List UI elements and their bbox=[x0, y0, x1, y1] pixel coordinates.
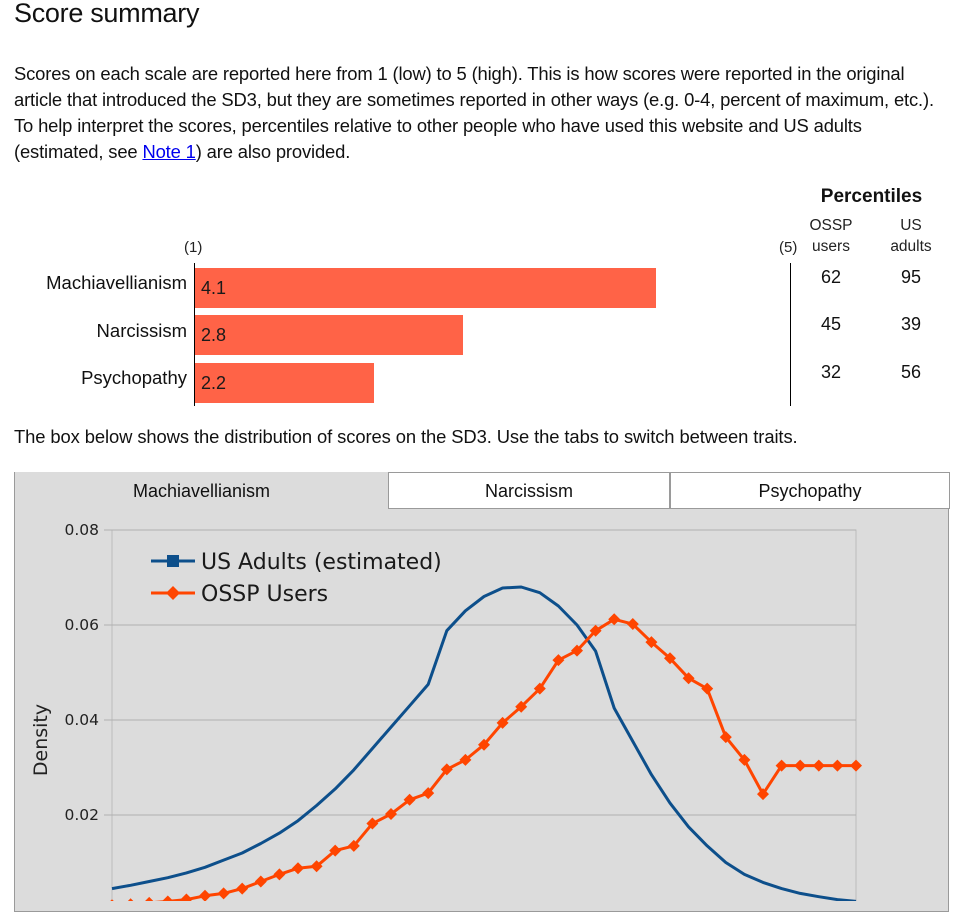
chart-legend: US Adults (estimated) OSSP Users bbox=[151, 550, 442, 607]
scale-min-label: (1) bbox=[184, 239, 203, 256]
legend-label-ossp-users: OSSP Users bbox=[201, 582, 328, 607]
ossp-data-point bbox=[347, 839, 360, 852]
ossp-data-point bbox=[664, 652, 676, 665]
ossp-data-point bbox=[236, 882, 249, 895]
us-percentile-machiavellianism: 95 bbox=[900, 267, 922, 287]
us-adults-column-header: US adults bbox=[890, 217, 932, 255]
y-axis-label: Density bbox=[30, 704, 52, 776]
intro-text: Scores on each scale are reported here f… bbox=[14, 63, 934, 162]
ossp-percentile-narcissism: 45 bbox=[820, 314, 842, 334]
ossp-data-point bbox=[831, 759, 844, 772]
trait-label-machiavellianism: Machiavellianism bbox=[46, 272, 187, 293]
us-percentile-narcissism: 39 bbox=[900, 314, 922, 334]
tab-narcissism[interactable]: Narcissism bbox=[388, 472, 670, 509]
score-bar-narcissism: 2.8 bbox=[195, 315, 463, 355]
y-tick-label: 0.06 bbox=[64, 616, 99, 634]
ossp-data-point bbox=[127, 898, 134, 901]
ossp-users-column-header: OSSP users bbox=[809, 217, 853, 255]
score-value-psychopathy: 2.2 bbox=[201, 373, 227, 393]
ossp-data-point bbox=[217, 887, 230, 900]
ossp-data-point bbox=[515, 700, 528, 713]
score-axis-left bbox=[194, 263, 195, 406]
distribution-intro: The box below shows the distribution of … bbox=[14, 426, 798, 447]
percentiles-title: Percentiles bbox=[820, 186, 923, 207]
ossp-data-point bbox=[794, 759, 807, 772]
us-percentile-psychopathy: 56 bbox=[900, 362, 922, 382]
ossp-data-point bbox=[719, 731, 732, 744]
ossp-data-point bbox=[701, 682, 714, 695]
tab-machiavellianism[interactable]: Machiavellianism bbox=[15, 472, 388, 509]
score-axis-right bbox=[790, 263, 791, 406]
ossp-data-point bbox=[273, 868, 286, 881]
ossp-data-point bbox=[738, 753, 751, 766]
ossp-data-point bbox=[180, 893, 193, 901]
page-title: Score summary bbox=[14, 0, 200, 28]
series-line-us-adults bbox=[111, 585, 857, 901]
y-tick-label: 0.08 bbox=[64, 521, 99, 539]
score-value-machiavellianism: 4.1 bbox=[201, 278, 227, 298]
note-1-link[interactable]: Note 1 bbox=[142, 141, 196, 162]
ossp-data-point bbox=[775, 759, 788, 772]
ossp-data-point bbox=[682, 672, 695, 685]
trait-label-narcissism: Narcissism bbox=[96, 320, 187, 341]
plot-area bbox=[111, 529, 857, 901]
legend-marker-ossp-users bbox=[166, 586, 180, 600]
tab-psychopathy[interactable]: Psychopathy bbox=[670, 472, 950, 509]
legend-marker-us-adults bbox=[167, 555, 179, 567]
ossp-data-point bbox=[589, 624, 602, 637]
ossp-data-point bbox=[385, 808, 397, 821]
ossp-data-point bbox=[459, 753, 472, 766]
scale-max-label: (5) bbox=[779, 239, 798, 256]
ossp-data-point bbox=[812, 759, 825, 772]
grid-lines bbox=[104, 529, 856, 816]
ossp-data-point bbox=[850, 759, 862, 772]
ossp-data-point bbox=[292, 862, 304, 875]
score-value-narcissism: 2.8 bbox=[201, 325, 227, 345]
ossp-data-point bbox=[552, 654, 565, 667]
ossp-percentile-psychopathy: 32 bbox=[820, 362, 842, 382]
ossp-data-point bbox=[310, 860, 323, 873]
intro-paragraph: Scores on each scale are reported here f… bbox=[14, 61, 950, 165]
ossp-data-point bbox=[608, 613, 621, 626]
ossp-data-point bbox=[366, 817, 379, 830]
density-chart: 0.02 0.04 0.06 0.08 Density US Adults (esti… bbox=[30, 521, 862, 901]
ossp-data-point bbox=[626, 618, 639, 631]
ossp-data-point bbox=[199, 889, 211, 901]
intro-text-end: ) are also provided. bbox=[195, 141, 351, 162]
ossp-data-point bbox=[757, 788, 769, 801]
ossp-data-point bbox=[329, 844, 342, 857]
ossp-data-point bbox=[478, 738, 490, 751]
ossp-data-point bbox=[533, 682, 546, 695]
ossp-data-point bbox=[571, 644, 583, 657]
ossp-data-point bbox=[496, 716, 509, 729]
y-tick-label: 0.04 bbox=[64, 711, 99, 729]
legend-label-us-adults: US Adults (estimated) bbox=[201, 550, 442, 575]
y-tick-labels: 0.02 0.04 0.06 0.08 bbox=[64, 521, 99, 824]
score-bar-psychopathy: 2.2 bbox=[195, 363, 374, 403]
ossp-data-point bbox=[440, 763, 453, 776]
trait-label-psychopathy: Psychopathy bbox=[81, 367, 187, 388]
ossp-data-point bbox=[645, 636, 658, 649]
score-bar-machiavellianism: 4.1 bbox=[195, 268, 657, 308]
ossp-percentile-machiavellianism: 62 bbox=[820, 267, 842, 287]
ossp-data-point bbox=[145, 896, 154, 901]
ossp-data-point bbox=[422, 787, 435, 800]
ossp-data-point bbox=[403, 793, 416, 806]
ossp-data-point bbox=[162, 895, 174, 901]
y-tick-label: 0.02 bbox=[64, 806, 99, 824]
